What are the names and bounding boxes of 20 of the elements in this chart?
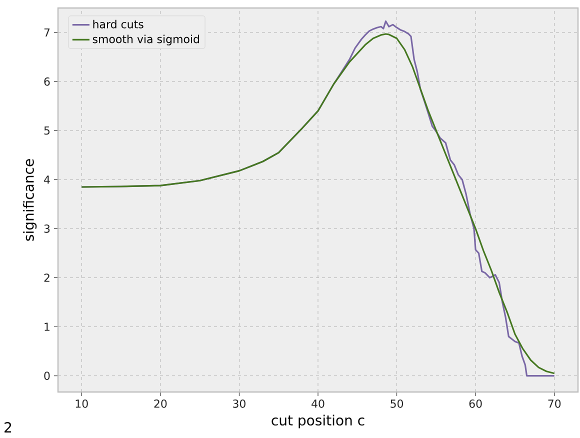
legend-label: smooth via sigmoid <box>92 34 200 46</box>
y-tick-label: 7 <box>44 28 50 37</box>
x-tick-label: 40 <box>312 400 324 408</box>
x-tick-label: 70 <box>548 400 561 408</box>
x-tick-label: 30 <box>233 400 246 408</box>
x-tick-label: 10 <box>76 400 88 408</box>
y-tick-label: 2 <box>44 274 50 282</box>
x-tick-label: 60 <box>469 400 482 408</box>
x-tick-label: 20 <box>154 400 167 408</box>
legend-label: hard cuts <box>93 20 144 28</box>
y-axis-title: significance <box>23 159 37 241</box>
x-axis-title: cut position c <box>272 414 364 428</box>
y-tick-label: 0 <box>44 372 50 380</box>
text: 2 <box>4 422 12 432</box>
x-tick-label: 50 <box>390 400 404 408</box>
y-tick-label: 4 <box>44 176 50 184</box>
y-tick-label: 5 <box>44 126 50 135</box>
y-tick-label: 3 <box>44 224 50 233</box>
y-tick-label: 1 <box>44 322 50 331</box>
y-tick-label: 6 <box>44 77 50 86</box>
